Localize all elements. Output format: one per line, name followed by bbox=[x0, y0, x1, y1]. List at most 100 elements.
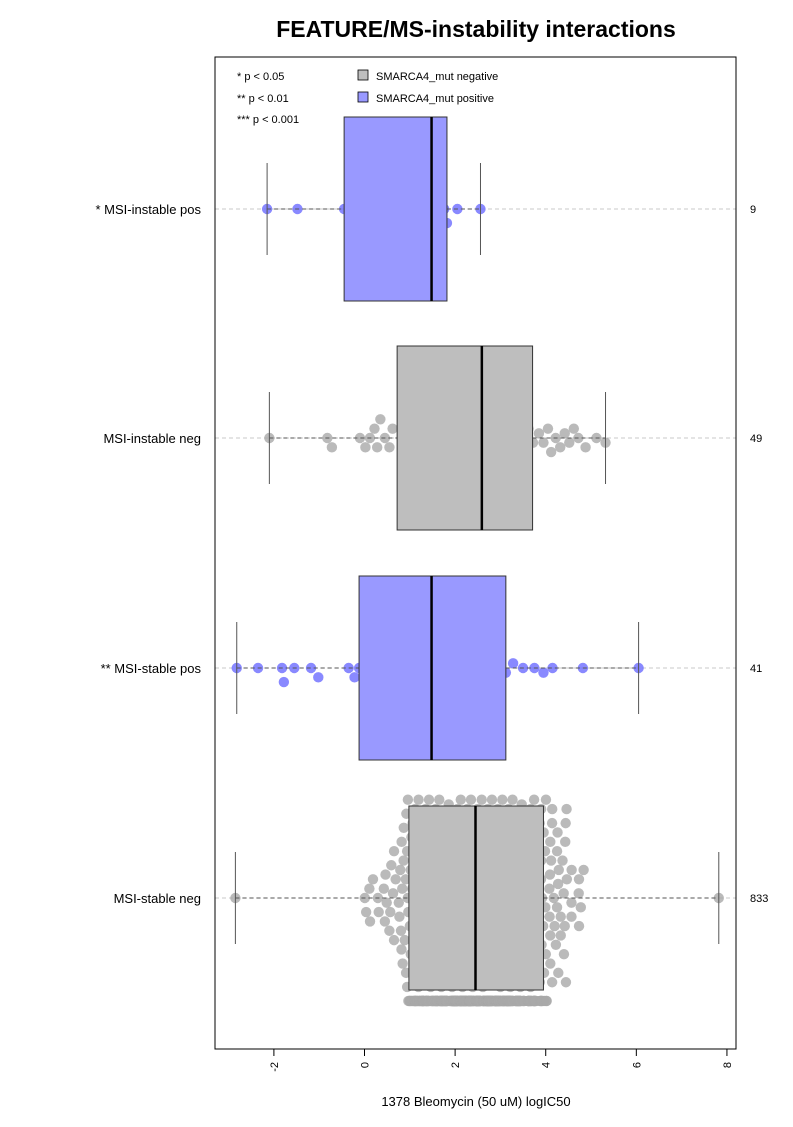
data-point bbox=[550, 939, 562, 950]
data-point bbox=[573, 888, 584, 899]
data-point bbox=[551, 902, 563, 913]
reference-lines bbox=[215, 208, 736, 899]
sig-legend-item-1: * p < 0.05 bbox=[237, 71, 284, 83]
data-point bbox=[561, 874, 573, 885]
count-label: 833 bbox=[750, 893, 768, 905]
data-point bbox=[538, 437, 549, 448]
x-tick-label: -2 bbox=[269, 1062, 281, 1072]
data-point bbox=[573, 874, 585, 885]
data-point bbox=[538, 667, 549, 678]
data-point bbox=[557, 855, 568, 866]
data-point bbox=[549, 920, 560, 932]
data-point bbox=[398, 855, 409, 866]
data-point bbox=[568, 423, 580, 434]
data-point bbox=[580, 442, 591, 453]
data-point bbox=[381, 897, 392, 908]
count-labels: 9 49 41 833 bbox=[750, 204, 768, 905]
x-tick-label: 0 bbox=[360, 1062, 372, 1068]
data-point bbox=[552, 878, 564, 890]
data-point bbox=[380, 869, 391, 880]
data-point bbox=[373, 906, 384, 918]
data-point bbox=[547, 662, 558, 674]
data-point bbox=[564, 437, 575, 448]
data-point bbox=[566, 911, 577, 922]
x-axis: -2 0 2 4 6 8 bbox=[269, 1048, 734, 1072]
x-tick-label: 4 bbox=[541, 1062, 553, 1068]
data-point bbox=[546, 817, 558, 829]
data-point bbox=[546, 977, 558, 988]
legend-swatch-positive bbox=[357, 91, 369, 103]
sig-legend-item-3: *** p < 0.001 bbox=[237, 114, 299, 126]
data-point bbox=[399, 934, 410, 946]
data-point bbox=[387, 423, 398, 434]
data-point bbox=[423, 794, 435, 805]
data-point bbox=[349, 672, 360, 683]
data-point bbox=[400, 874, 411, 885]
data-point bbox=[396, 944, 407, 955]
data-point bbox=[542, 423, 554, 434]
data-point bbox=[384, 925, 395, 936]
data-point bbox=[566, 864, 577, 876]
data-point bbox=[555, 442, 566, 453]
count-label: 9 bbox=[750, 204, 756, 216]
data-point bbox=[578, 864, 589, 876]
data-point bbox=[364, 916, 376, 927]
data-point bbox=[544, 869, 556, 880]
count-label: 41 bbox=[750, 663, 762, 675]
data-point bbox=[387, 888, 399, 899]
data-point bbox=[575, 902, 587, 913]
data-point bbox=[378, 883, 390, 894]
data-point bbox=[394, 911, 405, 922]
data-point bbox=[375, 414, 386, 425]
data-point bbox=[561, 803, 572, 815]
data-point bbox=[545, 446, 557, 458]
data-point bbox=[396, 836, 407, 848]
data-point bbox=[560, 817, 571, 829]
data-point bbox=[559, 920, 570, 932]
data-point bbox=[551, 846, 563, 857]
data-point bbox=[413, 794, 424, 805]
data-point bbox=[566, 897, 577, 908]
data-point bbox=[545, 930, 556, 941]
data-point bbox=[305, 662, 317, 674]
data-point bbox=[434, 794, 445, 805]
data-point bbox=[486, 794, 498, 805]
data-point bbox=[397, 883, 408, 894]
data-point bbox=[558, 948, 570, 960]
box bbox=[396, 345, 534, 531]
legend-label-positive: SMARCA4_mut positive bbox=[376, 93, 494, 105]
category-label: ** MSI-stable pos bbox=[101, 661, 202, 676]
data-point bbox=[552, 827, 563, 838]
data-point bbox=[398, 822, 409, 833]
data-point bbox=[573, 920, 585, 932]
data-point bbox=[544, 883, 555, 894]
x-tick-label: 6 bbox=[631, 1062, 643, 1068]
data-point bbox=[497, 794, 508, 805]
data-point bbox=[343, 662, 354, 674]
data-point bbox=[545, 836, 556, 848]
data-point bbox=[507, 794, 518, 805]
data-point bbox=[545, 855, 557, 866]
data-point bbox=[553, 967, 564, 979]
x-axis-title: 1378 Bleomycin (50 uM) logIC50 bbox=[381, 1094, 570, 1109]
category-label: * MSI-instable pos bbox=[96, 202, 202, 217]
chart-title: FEATURE/MS-instability interactions bbox=[276, 16, 676, 42]
data-point bbox=[390, 874, 401, 885]
data-point bbox=[559, 428, 570, 439]
significance-legend: * p < 0.05 ** p < 0.01 *** p < 0.001 bbox=[237, 71, 299, 126]
data-point bbox=[560, 836, 571, 848]
data-point bbox=[393, 897, 404, 908]
legend-swatch-negative bbox=[357, 69, 369, 81]
data-point bbox=[369, 423, 380, 434]
data-point bbox=[547, 803, 558, 815]
data-point bbox=[371, 442, 383, 453]
data-point bbox=[278, 676, 290, 688]
data-point bbox=[558, 888, 569, 899]
data-point bbox=[402, 794, 414, 805]
data-point bbox=[388, 934, 400, 946]
data-point bbox=[455, 794, 466, 805]
boxplots bbox=[234, 116, 720, 991]
data-point bbox=[541, 995, 552, 1007]
